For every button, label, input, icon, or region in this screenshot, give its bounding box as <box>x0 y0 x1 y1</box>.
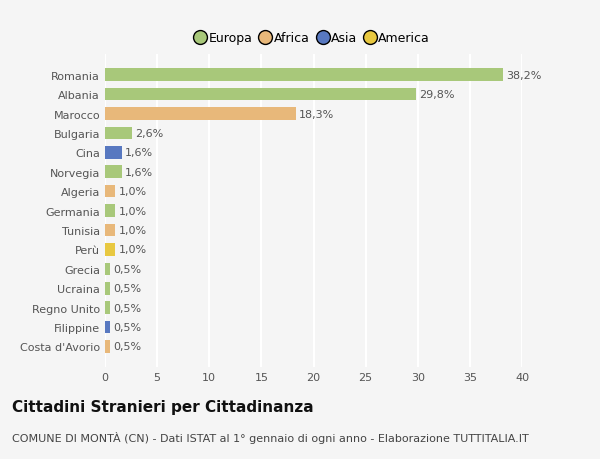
Bar <box>105 244 115 256</box>
Bar <box>105 69 503 82</box>
Text: 1,6%: 1,6% <box>125 148 153 158</box>
Text: 1,0%: 1,0% <box>119 187 146 197</box>
Bar <box>105 321 110 334</box>
Text: 1,0%: 1,0% <box>119 225 146 235</box>
Bar <box>105 263 110 275</box>
Text: 29,8%: 29,8% <box>419 90 454 100</box>
Text: 1,0%: 1,0% <box>119 245 146 255</box>
Bar <box>105 89 416 101</box>
Text: 2,6%: 2,6% <box>135 129 163 139</box>
Bar <box>105 166 122 179</box>
Bar <box>105 108 296 121</box>
Text: 0,5%: 0,5% <box>113 264 142 274</box>
Text: 0,5%: 0,5% <box>113 284 142 294</box>
Bar <box>105 224 115 237</box>
Text: 0,5%: 0,5% <box>113 342 142 352</box>
Bar <box>105 341 110 353</box>
Text: 18,3%: 18,3% <box>299 109 334 119</box>
Bar <box>105 282 110 295</box>
Text: 0,5%: 0,5% <box>113 322 142 332</box>
Legend: Europa, Africa, Asia, America: Europa, Africa, Asia, America <box>192 27 435 50</box>
Bar <box>105 147 122 159</box>
Text: 1,0%: 1,0% <box>119 206 146 216</box>
Bar <box>105 302 110 314</box>
Text: 38,2%: 38,2% <box>506 71 542 80</box>
Text: COMUNE DI MONTÀ (CN) - Dati ISTAT al 1° gennaio di ogni anno - Elaborazione TUTT: COMUNE DI MONTÀ (CN) - Dati ISTAT al 1° … <box>12 431 529 443</box>
Bar <box>105 185 115 198</box>
Text: 0,5%: 0,5% <box>113 303 142 313</box>
Text: Cittadini Stranieri per Cittadinanza: Cittadini Stranieri per Cittadinanza <box>12 399 314 414</box>
Bar <box>105 205 115 218</box>
Text: 1,6%: 1,6% <box>125 168 153 177</box>
Bar <box>105 127 132 140</box>
